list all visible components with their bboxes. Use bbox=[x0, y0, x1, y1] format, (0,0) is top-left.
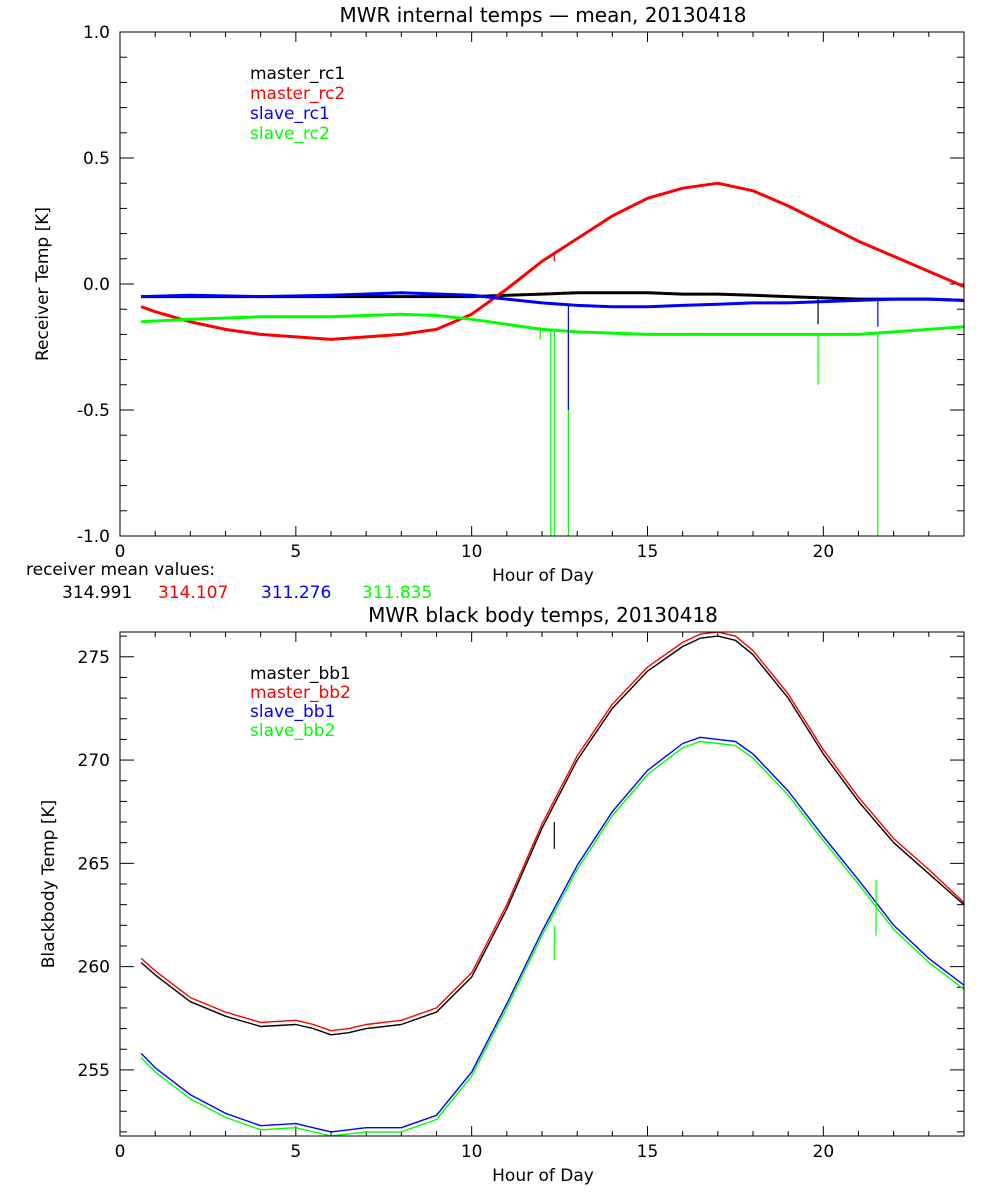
x-tick-label: 5 bbox=[290, 1142, 301, 1162]
series-line-master_bb2 bbox=[140, 632, 964, 1032]
x-tick-label: 5 bbox=[290, 542, 301, 562]
y-tick-label: -1.0 bbox=[77, 527, 110, 547]
x-tick-label: 0 bbox=[115, 542, 126, 562]
receiver-temps-panel: MWR internal temps — mean, 20130418 0 5 10… bbox=[33, 3, 965, 586]
receiver-mean-label: receiver mean values: bbox=[26, 560, 215, 580]
x-tick-label: 0 bbox=[115, 1142, 126, 1162]
series-line-master_rc2 bbox=[140, 181, 964, 341]
x-axis-label: Hour of Day bbox=[492, 1166, 594, 1186]
legend-entry: master_bb1 bbox=[250, 664, 351, 684]
x-axis-label: Hour of Day bbox=[492, 566, 594, 586]
x-tick-label: 10 bbox=[461, 542, 483, 562]
x-tick-label: 20 bbox=[813, 542, 835, 562]
legend-entry: slave_bb2 bbox=[250, 721, 335, 741]
chart-title: MWR black body temps, 20130418 bbox=[368, 603, 718, 627]
receiver-mean-value: 311.276 bbox=[261, 583, 331, 603]
y-tick-label: 265 bbox=[78, 854, 110, 874]
y-axis-label: Receiver Temp [K] bbox=[33, 207, 53, 361]
y-tick-label: 0.0 bbox=[83, 275, 110, 295]
series-line-master_rc1 bbox=[141, 291, 964, 302]
y-tick-label: 260 bbox=[78, 958, 110, 978]
legend-entry: master_bb2 bbox=[250, 683, 351, 703]
y-tick-label: 255 bbox=[78, 1061, 110, 1081]
plot-frame bbox=[119, 631, 965, 1137]
legend-entry: slave_bb1 bbox=[250, 702, 335, 722]
legend-entry: slave_rc2 bbox=[250, 124, 330, 144]
receiver-mean-values: receiver mean values: 314.991 314.107 31… bbox=[26, 560, 432, 603]
series-line-slave_rc1 bbox=[141, 291, 964, 309]
receiver-mean-value: 314.107 bbox=[158, 583, 228, 603]
legend-entry: master_rc2 bbox=[250, 84, 345, 104]
legend-entry: master_rc1 bbox=[250, 64, 345, 84]
blackbody-temps-panel: MWR black body temps, 20130418 0 5 10 15 20 2… bbox=[39, 603, 965, 1186]
y-tick-label: 0.5 bbox=[83, 149, 110, 169]
legend-entry: slave_rc1 bbox=[250, 104, 330, 124]
receiver-mean-value: 311.835 bbox=[362, 583, 432, 603]
chart-title: MWR internal temps — mean, 20130418 bbox=[339, 3, 746, 27]
y-tick-label: 275 bbox=[78, 648, 110, 668]
series-line-slave_rc2 bbox=[141, 312, 964, 336]
y-tick-label: 270 bbox=[78, 751, 110, 771]
series-line-slave_bb2 bbox=[140, 740, 964, 1136]
plot-frame bbox=[119, 31, 965, 537]
receiver-mean-value: 314.991 bbox=[62, 583, 132, 603]
x-tick-label: 20 bbox=[813, 1142, 835, 1162]
y-axis-label: Blackbody Temp [K] bbox=[39, 800, 59, 969]
y-tick-label: -0.5 bbox=[77, 401, 110, 421]
x-tick-label: 15 bbox=[637, 1142, 659, 1162]
y-tick-label: 1.0 bbox=[83, 23, 110, 43]
series-line-slave_bb1 bbox=[140, 736, 964, 1133]
series-line-master_bb1 bbox=[140, 635, 964, 1036]
x-tick-label: 15 bbox=[637, 542, 659, 562]
x-tick-label: 10 bbox=[461, 1142, 483, 1162]
